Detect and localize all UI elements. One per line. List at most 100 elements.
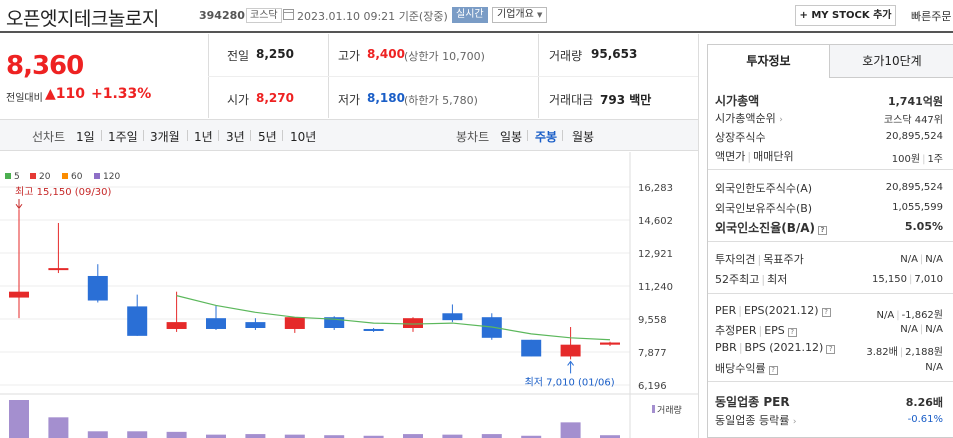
tab-1w[interactable]: 1주일 bbox=[108, 130, 138, 144]
volume-bar bbox=[442, 434, 463, 438]
tab-separator bbox=[143, 130, 144, 141]
dividend-value: N/A bbox=[925, 362, 943, 373]
tab-invest-info[interactable]: 투자정보 bbox=[708, 45, 829, 78]
tab-3m[interactable]: 3개월 bbox=[150, 130, 180, 144]
pbr-bps-label: PBR | BPS (2021.12)? bbox=[715, 341, 836, 354]
volume-bar bbox=[87, 431, 108, 438]
low-label: 저가 bbox=[338, 93, 361, 107]
par-unit-label: 액면가 | 매매단위 bbox=[715, 150, 794, 163]
tab-3y[interactable]: 3년 bbox=[226, 130, 245, 144]
datetime-value: 2023.01.10 09:21 bbox=[297, 10, 396, 23]
candle-body bbox=[9, 291, 29, 298]
high-arrow-head bbox=[15, 203, 23, 210]
candle-chart-label: 봉차트 bbox=[456, 130, 490, 144]
tab-monthly[interactable]: 월봉 bbox=[572, 130, 595, 144]
chart-canvas: 16,283 14,602 12,921 11,240 9,558 7,877 6,196 최… bbox=[0, 152, 698, 438]
header-divider bbox=[0, 31, 953, 33]
volume-bar bbox=[521, 435, 542, 438]
candle-body bbox=[600, 342, 620, 345]
lower-limit: (하한가 5,780) bbox=[404, 94, 478, 107]
volume-label: 거래량 bbox=[549, 49, 583, 63]
market-cap-rank-value: 코스닥 447위 bbox=[883, 115, 943, 126]
open-label: 시가 bbox=[227, 93, 250, 107]
candle-body bbox=[245, 322, 266, 328]
info-divider bbox=[708, 293, 953, 294]
change-value: ▲110 bbox=[45, 86, 85, 102]
change-label: 전일대비 bbox=[6, 93, 43, 104]
tab-weekly[interactable]: 주봉 bbox=[535, 130, 558, 144]
realtime-button[interactable]: 실시간 bbox=[452, 7, 488, 23]
tab-1d[interactable]: 1일 bbox=[76, 130, 95, 144]
candle-body bbox=[127, 306, 148, 336]
candle-body bbox=[442, 313, 463, 321]
summary-hline bbox=[208, 76, 698, 77]
current-price: 8,360 bbox=[6, 51, 84, 81]
y-tick-label: 7,877 bbox=[638, 348, 667, 359]
upper-limit: (상한가 10,700) bbox=[404, 50, 485, 63]
market-badge: 코스닥 bbox=[246, 8, 282, 23]
y-tick-label: 11,240 bbox=[638, 282, 673, 293]
info-divider bbox=[708, 381, 953, 382]
tab-separator bbox=[250, 130, 251, 141]
header-bar: 오픈엣지테크놀로지 394280 코스닥 2023.01.10 09:21 기준… bbox=[0, 0, 953, 31]
trade-amount-label: 거래대금 bbox=[549, 93, 594, 107]
sector-per-value: 8.26배 bbox=[905, 396, 943, 409]
high-annotation: 최고 15,150 (09/30) bbox=[15, 186, 111, 198]
help-icon: ? bbox=[787, 328, 797, 337]
low-arrow-head bbox=[567, 360, 574, 366]
legend-ma20: 20 bbox=[30, 172, 50, 182]
market-cap-value: 1,741억원 bbox=[887, 95, 943, 108]
tab-daily[interactable]: 일봉 bbox=[500, 130, 523, 144]
candle-body bbox=[87, 275, 108, 301]
tab-separator bbox=[527, 130, 528, 141]
market-cap-rank-label: 시가총액순위 › bbox=[715, 112, 783, 125]
foreign-hold-label: 외국인보유주식수(B) bbox=[715, 202, 813, 215]
week52-value: 15,150 | 7,010 bbox=[871, 274, 943, 285]
volume-bar bbox=[481, 434, 502, 438]
per-eps-value: N/A | -1,862원 bbox=[876, 310, 943, 321]
chevron-right-icon: › bbox=[792, 417, 797, 427]
help-icon: ? bbox=[826, 345, 836, 354]
add-mystock-button[interactable]: + MY STOCK 추가 bbox=[795, 5, 896, 26]
legend-ma5: 5 bbox=[5, 172, 20, 182]
candle-body bbox=[403, 318, 423, 328]
tab-orderbook[interactable]: 호가10단계 bbox=[829, 45, 953, 78]
tab-5y[interactable]: 5년 bbox=[258, 130, 277, 144]
sector-change-label: 동일업종 등락률 › bbox=[715, 414, 797, 427]
tab-1y[interactable]: 1년 bbox=[194, 130, 213, 144]
legend-ma60: 60 bbox=[62, 172, 82, 182]
tab-10y[interactable]: 10년 bbox=[290, 130, 317, 144]
change-amount: 110 bbox=[55, 86, 86, 102]
per-eps-label: PER | EPS(2021.12)? bbox=[715, 304, 831, 317]
volume-label: 거래량 bbox=[657, 404, 682, 416]
chevron-down-icon: ▼ bbox=[537, 11, 543, 19]
tab-separator bbox=[187, 130, 188, 141]
open-value: 8,270 bbox=[256, 91, 294, 105]
volume-bar bbox=[560, 422, 581, 438]
datetime-basis: 기준(장중) bbox=[398, 10, 448, 23]
foreign-ratio-value: 5.05% bbox=[904, 220, 943, 233]
est-per-eps-label: 추정PER | EPS? bbox=[715, 322, 797, 338]
volume-bar bbox=[245, 434, 266, 438]
company-overview-button[interactable]: 기업개요 ▼ bbox=[492, 7, 548, 23]
pbr-bps-value: 3.82배 | 2,188원 bbox=[866, 347, 943, 358]
company-overview-label: 기업개요 bbox=[497, 9, 534, 20]
candle-body bbox=[324, 317, 345, 328]
help-icon: ? bbox=[768, 366, 778, 375]
listed-shares-value: 20,895,524 bbox=[885, 131, 943, 142]
foreign-hold-value: 1,055,599 bbox=[892, 202, 943, 213]
foreign-limit-value: 20,895,524 bbox=[885, 182, 943, 193]
investment-info-panel: 투자정보 호가10단계 시가총액 1,741억원 시가총액순위 › 코스닥 44… bbox=[707, 44, 953, 438]
week52-label: 52주최고 | 최저 bbox=[715, 273, 788, 286]
candle-body bbox=[521, 339, 542, 357]
legend-ma120: 120 bbox=[94, 172, 120, 182]
y-tick-label: 6,196 bbox=[638, 381, 667, 392]
volume-bar bbox=[127, 431, 148, 438]
quick-order-link[interactable]: 빠른주문 bbox=[911, 10, 952, 23]
price-chart[interactable]: 5 20 60 120 16,283 14,602 12,921 11,240 9,55… bbox=[0, 152, 698, 438]
content-right-border bbox=[698, 34, 699, 438]
volume-bar bbox=[284, 434, 305, 438]
chart-period-bar: 선차트 1일 1주일 3개월 1년 3년 5년 10년 봉차트 일봉 주봉 월봉 bbox=[0, 119, 698, 151]
stock-code: 394280 bbox=[199, 9, 245, 22]
high-label: 고가 bbox=[338, 49, 361, 63]
